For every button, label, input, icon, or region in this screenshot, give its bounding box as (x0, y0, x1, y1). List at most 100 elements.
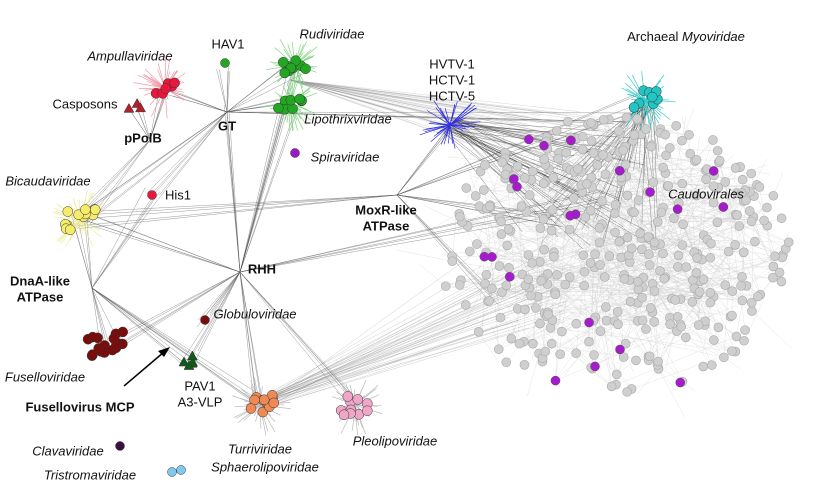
edge (237, 404, 261, 423)
edge (91, 287, 183, 365)
edge (79, 219, 90, 231)
node (613, 319, 623, 330)
edge (584, 285, 732, 352)
node (547, 205, 558, 215)
node (737, 174, 748, 185)
edge (107, 271, 241, 353)
node (62, 206, 74, 217)
node (479, 251, 490, 262)
edge (583, 212, 635, 256)
edge (270, 317, 490, 406)
node (87, 349, 98, 360)
edge (640, 99, 646, 129)
node (677, 135, 687, 146)
node (647, 91, 658, 103)
edge (449, 121, 481, 126)
node (672, 262, 683, 272)
node (727, 346, 737, 356)
edge (591, 324, 619, 368)
edge (539, 261, 589, 269)
edge (226, 70, 231, 113)
edge (289, 79, 568, 158)
node (536, 275, 547, 286)
node (539, 140, 549, 151)
edge (91, 191, 161, 289)
node (220, 58, 230, 68)
node (698, 274, 709, 285)
node (659, 273, 670, 284)
edge (449, 118, 463, 126)
edge (692, 301, 719, 328)
node (115, 441, 125, 451)
node (568, 193, 579, 203)
node (637, 292, 647, 303)
edge (538, 279, 704, 354)
edge (459, 213, 596, 318)
edge (256, 289, 553, 406)
edge (76, 211, 93, 289)
edge (626, 74, 646, 101)
node (578, 250, 589, 261)
edge (289, 79, 570, 166)
node (455, 211, 465, 222)
node-label: pPolB (124, 130, 162, 145)
node (669, 213, 679, 223)
edge (239, 200, 604, 273)
edge (78, 219, 81, 233)
node (708, 135, 718, 145)
node-label: HAV1 (212, 36, 245, 51)
edge (289, 79, 580, 112)
node (590, 361, 600, 372)
edge (245, 267, 568, 406)
edge (226, 109, 241, 273)
node (625, 296, 636, 307)
edge (631, 351, 736, 390)
node (551, 126, 562, 136)
edge (449, 104, 456, 126)
node (618, 145, 628, 156)
node (586, 172, 597, 183)
node (258, 394, 270, 406)
node (687, 297, 698, 307)
node (200, 315, 210, 325)
node (675, 377, 686, 388)
node (601, 302, 611, 312)
node (678, 219, 688, 230)
edge (216, 69, 228, 113)
edge (529, 287, 626, 344)
node (604, 251, 615, 261)
node-label: Tristromaviridae (44, 467, 136, 482)
node (524, 134, 534, 145)
node (546, 225, 557, 236)
edge (289, 79, 565, 162)
edge (644, 99, 660, 124)
node (538, 214, 549, 225)
node (746, 297, 757, 308)
arrow-head (158, 347, 170, 357)
node (677, 240, 688, 250)
edge (665, 316, 678, 370)
edge (523, 249, 554, 253)
edge (486, 140, 683, 275)
node (648, 177, 659, 188)
edge (116, 271, 241, 350)
edge (579, 358, 612, 387)
node (588, 148, 599, 158)
edge (435, 107, 451, 126)
node (496, 216, 506, 227)
node (540, 346, 551, 357)
node (535, 318, 545, 329)
edge (77, 194, 398, 220)
node (709, 335, 719, 345)
node (577, 144, 588, 155)
node (698, 361, 709, 372)
node (620, 159, 631, 170)
node (80, 204, 91, 215)
edge (289, 79, 527, 124)
edge (625, 324, 699, 344)
node (660, 129, 671, 140)
edge (657, 251, 729, 365)
node (495, 312, 506, 323)
node-label: Casposons (52, 96, 118, 111)
node (719, 352, 729, 363)
